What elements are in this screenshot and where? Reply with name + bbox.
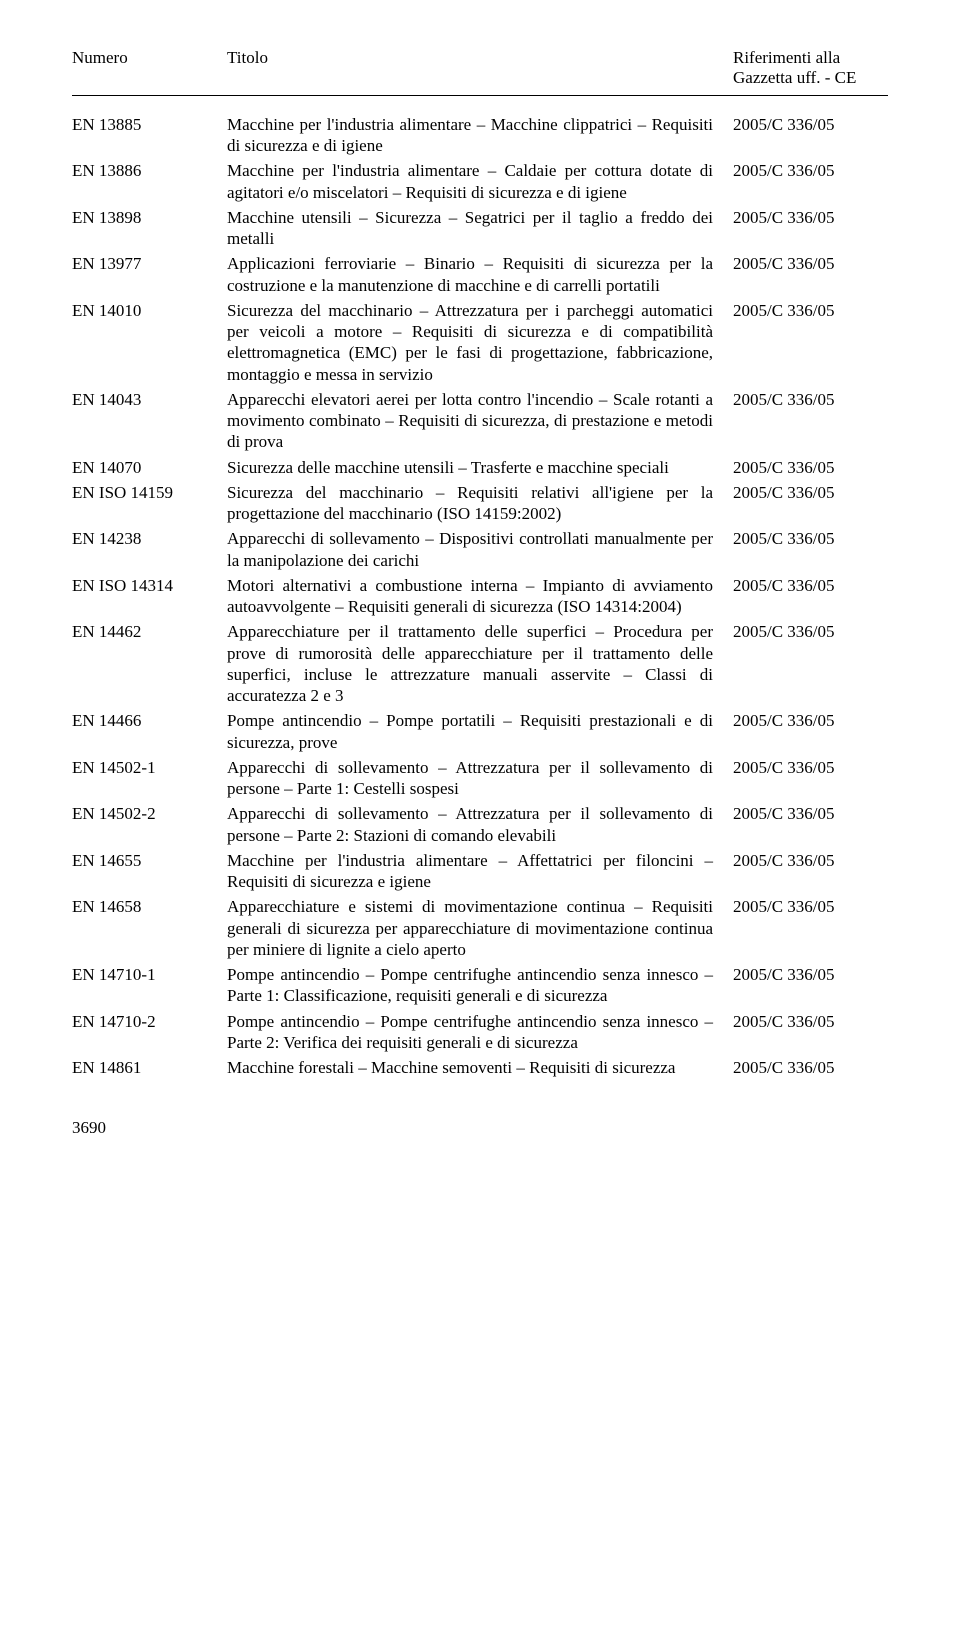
- cell-numero: EN 13886: [72, 160, 227, 181]
- cell-riferimento: 2005/C 336/05: [733, 896, 888, 917]
- cell-numero: EN 14502-2: [72, 803, 227, 824]
- cell-riferimento: 2005/C 336/05: [733, 621, 888, 642]
- page-number: 3690: [72, 1118, 106, 1137]
- table-row: EN 13886Macchine per l'industria aliment…: [72, 160, 888, 203]
- cell-riferimento: 2005/C 336/05: [733, 850, 888, 871]
- cell-titolo: Pompe antincendio – Pompe centrifughe an…: [227, 1011, 733, 1054]
- cell-titolo: Apparecchi di sollevamento – Attrezzatur…: [227, 803, 733, 846]
- cell-numero: EN 14043: [72, 389, 227, 410]
- table-row: EN 14043Apparecchi elevatori aerei per l…: [72, 389, 888, 453]
- table-row: EN 14238Apparecchi di sollevamento – Dis…: [72, 528, 888, 571]
- table-row: EN 14710-1Pompe antincendio – Pompe cent…: [72, 964, 888, 1007]
- cell-numero: EN 13977: [72, 253, 227, 274]
- cell-titolo: Macchine per l'industria alimentare – Af…: [227, 850, 733, 893]
- cell-riferimento: 2005/C 336/05: [733, 160, 888, 181]
- cell-titolo: Pompe antincendio – Pompe portatili – Re…: [227, 710, 733, 753]
- cell-numero: EN 14238: [72, 528, 227, 549]
- cell-titolo: Pompe antincendio – Pompe centrifughe an…: [227, 964, 733, 1007]
- header-divider: [72, 95, 888, 96]
- cell-riferimento: 2005/C 336/05: [733, 757, 888, 778]
- cell-titolo: Applicazioni ferroviarie – Binario – Req…: [227, 253, 733, 296]
- cell-riferimento: 2005/C 336/05: [733, 389, 888, 410]
- header-riferimenti: Riferimenti alla Gazzetta uff. - CE: [733, 48, 888, 89]
- cell-numero: EN 14466: [72, 710, 227, 731]
- table-row: EN 14655Macchine per l'industria aliment…: [72, 850, 888, 893]
- cell-titolo: Sicurezza del macchinario – Attrezzatura…: [227, 300, 733, 385]
- table-row: EN 13977Applicazioni ferroviarie – Binar…: [72, 253, 888, 296]
- cell-numero: EN ISO 14314: [72, 575, 227, 596]
- cell-riferimento: 2005/C 336/05: [733, 300, 888, 321]
- cell-riferimento: 2005/C 336/05: [733, 964, 888, 985]
- cell-riferimento: 2005/C 336/05: [733, 1057, 888, 1078]
- cell-riferimento: 2005/C 336/05: [733, 114, 888, 135]
- cell-titolo: Macchine per l'industria alimentare – Ca…: [227, 160, 733, 203]
- cell-riferimento: 2005/C 336/05: [733, 803, 888, 824]
- cell-riferimento: 2005/C 336/05: [733, 710, 888, 731]
- cell-titolo: Apparecchi elevatori aerei per lotta con…: [227, 389, 733, 453]
- cell-riferimento: 2005/C 336/05: [733, 457, 888, 478]
- cell-numero: EN 14710-1: [72, 964, 227, 985]
- cell-titolo: Motori alternativi a combustione interna…: [227, 575, 733, 618]
- cell-numero: EN 14710-2: [72, 1011, 227, 1032]
- table-row: EN 14462Apparecchiature per il trattamen…: [72, 621, 888, 706]
- table-row: EN ISO 14159Sicurezza del macchinario – …: [72, 482, 888, 525]
- table-row: EN 14502-1Apparecchi di sollevamento – A…: [72, 757, 888, 800]
- cell-numero: EN 14658: [72, 896, 227, 917]
- table-row: EN 14466Pompe antincendio – Pompe portat…: [72, 710, 888, 753]
- cell-numero: EN 14462: [72, 621, 227, 642]
- header-riferimenti-line1: Riferimenti alla: [733, 48, 840, 67]
- cell-titolo: Macchine forestali – Macchine semoventi …: [227, 1057, 733, 1078]
- cell-numero: EN 13885: [72, 114, 227, 135]
- table-row: EN 14502-2Apparecchi di sollevamento – A…: [72, 803, 888, 846]
- table-row: EN ISO 14314Motori alternativi a combust…: [72, 575, 888, 618]
- cell-titolo: Apparecchiature per il trattamento delle…: [227, 621, 733, 706]
- cell-numero: EN 13898: [72, 207, 227, 228]
- cell-numero: EN 14502-1: [72, 757, 227, 778]
- cell-numero: EN 14010: [72, 300, 227, 321]
- cell-titolo: Apparecchi di sollevamento – Dispositivi…: [227, 528, 733, 571]
- table-row: EN 14658Apparecchiature e sistemi di mov…: [72, 896, 888, 960]
- cell-riferimento: 2005/C 336/05: [733, 482, 888, 503]
- page-container: Numero Titolo Riferimenti alla Gazzetta …: [0, 0, 960, 1198]
- cell-numero: EN 14070: [72, 457, 227, 478]
- table-row: EN 14710-2Pompe antincendio – Pompe cent…: [72, 1011, 888, 1054]
- cell-riferimento: 2005/C 336/05: [733, 207, 888, 228]
- header-riferimenti-line2: Gazzetta uff. - CE: [733, 68, 856, 87]
- cell-titolo: Macchine utensili – Sicurezza – Segatric…: [227, 207, 733, 250]
- cell-numero: EN 14655: [72, 850, 227, 871]
- cell-numero: EN ISO 14159: [72, 482, 227, 503]
- table-row: EN 14861Macchine forestali – Macchine se…: [72, 1057, 888, 1078]
- cell-riferimento: 2005/C 336/05: [733, 253, 888, 274]
- cell-riferimento: 2005/C 336/05: [733, 1011, 888, 1032]
- page-footer: 3690: [72, 1118, 888, 1138]
- table-row: EN 13885Macchine per l'industria aliment…: [72, 114, 888, 157]
- cell-numero: EN 14861: [72, 1057, 227, 1078]
- table-row: EN 14010Sicurezza del macchinario – Attr…: [72, 300, 888, 385]
- cell-titolo: Sicurezza del macchinario – Requisiti re…: [227, 482, 733, 525]
- cell-titolo: Apparecchi di sollevamento – Attrezzatur…: [227, 757, 733, 800]
- cell-riferimento: 2005/C 336/05: [733, 575, 888, 596]
- table-body: EN 13885Macchine per l'industria aliment…: [72, 114, 888, 1079]
- header-titolo: Titolo: [227, 48, 733, 89]
- cell-riferimento: 2005/C 336/05: [733, 528, 888, 549]
- table-header-row: Numero Titolo Riferimenti alla Gazzetta …: [72, 48, 888, 89]
- cell-titolo: Macchine per l'industria alimentare – Ma…: [227, 114, 733, 157]
- header-numero: Numero: [72, 48, 227, 89]
- table-row: EN 14070Sicurezza delle macchine utensil…: [72, 457, 888, 478]
- table-row: EN 13898Macchine utensili – Sicurezza – …: [72, 207, 888, 250]
- cell-titolo: Sicurezza delle macchine utensili – Tras…: [227, 457, 733, 478]
- cell-titolo: Apparecchiature e sistemi di movimentazi…: [227, 896, 733, 960]
